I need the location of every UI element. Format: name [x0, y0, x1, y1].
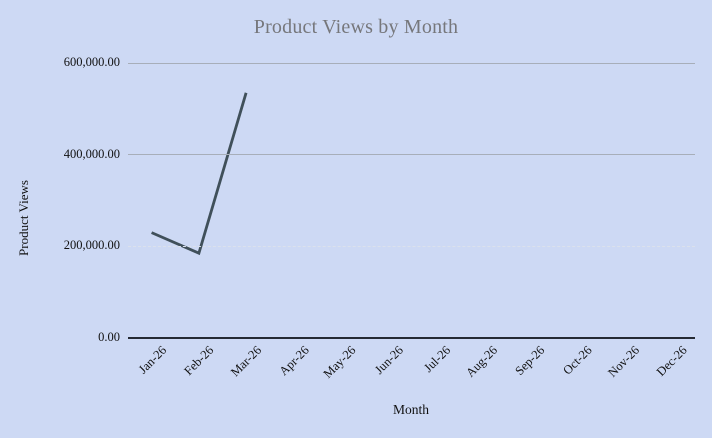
x-axis-title: Month [392, 402, 430, 417]
x-tick-label: Mar-26 [227, 343, 265, 380]
x-tick-label: Aug-26 [463, 343, 501, 380]
x-tick-label: Jan-26 [136, 343, 170, 377]
y-tick-label: 0.00 [98, 330, 120, 344]
x-tick-label: Oct-26 [560, 343, 595, 378]
plot-area [128, 62, 695, 339]
y-tick-label: 200,000.00 [63, 238, 120, 253]
x-tick-label: May-26 [320, 343, 359, 381]
x-tick-label: Sep-26 [512, 343, 548, 378]
gridline-600,000.00 [128, 62, 695, 64]
gridline-200,000.00 [128, 245, 695, 247]
x-tick-label: Jun-26 [371, 343, 406, 377]
y-tick-label: 600,000.00 [63, 55, 120, 69]
x-tick-label: Dec-26 [653, 343, 690, 379]
x-tick-label: Apr-26 [276, 343, 312, 379]
x-tick-label: Nov-26 [605, 343, 643, 380]
gridline-0.00 [128, 337, 695, 339]
series-plot [151, 92, 248, 256]
chart-title: Product Views by Month [253, 16, 459, 38]
x-tick-label: Feb-26 [181, 343, 217, 378]
gridline-400,000.00 [128, 154, 695, 156]
x-tick-label: Jul-26 [421, 343, 454, 375]
series-line [151, 92, 248, 256]
y-tick-label: 400,000.00 [63, 146, 120, 161]
